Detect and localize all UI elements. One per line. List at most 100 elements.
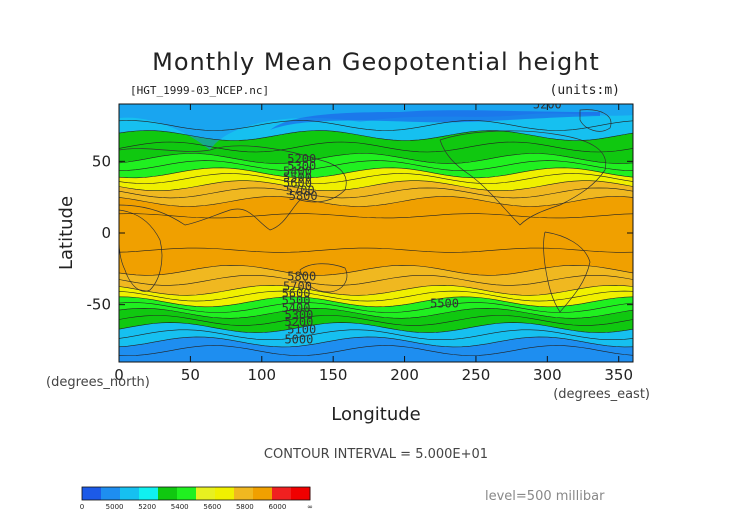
contour-line-6	[119, 284, 633, 296]
contour-line-21	[119, 315, 633, 326]
x-tick-label-5: 250	[462, 366, 491, 384]
contour-lines	[119, 120, 633, 356]
y-unit-label: (degrees_north)	[46, 375, 150, 390]
coastline-north-america	[439, 130, 607, 226]
y-axis-label: Latitude	[56, 196, 77, 270]
x-tick-label-6: 300	[533, 366, 562, 384]
colorbar-tick-label-5: 5800	[236, 503, 254, 511]
colorbar-tick-label-2: 5200	[138, 503, 156, 511]
y-tick-label-1: 0	[101, 224, 111, 242]
contour-line-13	[119, 160, 633, 171]
contour-label-3: 5400	[283, 165, 312, 179]
contour-interval-label: CONTOUR INTERVAL = 5.000E+01	[264, 447, 488, 462]
contour-line-22	[119, 329, 633, 340]
colorbar-swatch-6	[196, 487, 216, 500]
band-10	[119, 322, 633, 347]
contour-line-0	[119, 130, 633, 141]
chart-title: Monthly Mean Geopotential height	[152, 48, 600, 76]
contour-line-20	[119, 302, 633, 313]
x-axis-ticks: 0 50 100 150 200 250 300 350	[114, 104, 633, 384]
contour-label-13: 5300	[284, 308, 313, 322]
x-tick-label-3: 150	[319, 366, 348, 384]
band-4	[119, 180, 633, 207]
y-tick-label-0: 50	[92, 152, 111, 170]
band-9	[119, 308, 633, 333]
contour-line-23	[119, 345, 633, 356]
level-label: level=500 millibar	[485, 489, 605, 504]
contour-label-12: 5400	[282, 301, 311, 315]
contour-line-15	[119, 187, 633, 199]
colorbar-frame	[81, 486, 311, 501]
band-6	[119, 265, 633, 296]
x-tick-label-7: 350	[604, 366, 633, 384]
band-5	[119, 196, 633, 276]
contour-label-8: 5800	[287, 269, 316, 283]
contour-line-11	[119, 120, 633, 131]
band-1	[119, 130, 633, 164]
colorbar-swatch-5	[177, 487, 197, 500]
band-11	[119, 337, 633, 362]
color-bands	[119, 104, 633, 362]
color-scale-bar: 0 5000 5200 5400 5600 5800 6000 ∞	[80, 486, 313, 511]
x-tick-label-1: 50	[181, 366, 200, 384]
contour-line-12	[119, 141, 633, 153]
contour-label-17: 5500	[430, 297, 459, 311]
band-8	[119, 296, 633, 319]
contour-labels: 5200520053005400550056005700580058005700…	[282, 104, 562, 346]
contour-line-3	[119, 180, 633, 191]
contour-line-9	[119, 322, 633, 333]
colorbar-tick-label-6: 6000	[269, 503, 287, 511]
contour-line-19	[119, 290, 633, 302]
colorbar-swatch-2	[120, 487, 140, 500]
coastline-greenland	[579, 109, 612, 132]
contour-line-14	[119, 173, 633, 184]
contour-label-7: 5800	[289, 189, 318, 203]
contour-line-7	[119, 296, 633, 308]
y-tick-label-2: -50	[87, 296, 112, 314]
colorbar-swatch-11	[291, 487, 311, 500]
colorbar-tick-label-4: 5600	[203, 503, 221, 511]
contour-line-18	[119, 275, 633, 286]
coastline-africa	[119, 209, 163, 292]
contour-label-5: 5600	[283, 176, 312, 190]
plot-area: 5200520053005400550056005700580058005700…	[119, 104, 633, 362]
colorbar-swatch-3	[139, 487, 159, 500]
colorbar-tick-label-1: 5000	[106, 503, 124, 511]
contour-line-2	[119, 167, 633, 179]
file-label: [HGT_1999-03_NCEP.nc]	[130, 84, 269, 97]
contour-label-4: 5500	[283, 170, 312, 184]
contour-label-1: 5200	[287, 152, 316, 166]
band-7	[119, 285, 633, 307]
coastline-europe-asia	[119, 145, 347, 231]
coastline-south-america	[543, 231, 591, 313]
map-features	[119, 104, 633, 313]
contour-label-6: 5700	[286, 183, 315, 197]
contour-label-11: 5500	[282, 294, 311, 308]
contour-label-16: 5000	[284, 332, 313, 346]
polar-low-core	[270, 110, 600, 130]
y-axis-ticks: 50 0 -50	[87, 152, 633, 314]
contour-line-1	[119, 153, 633, 164]
colorbar-swatch-8	[234, 487, 254, 500]
band-3	[119, 167, 633, 191]
contour-label-2: 5300	[287, 159, 316, 173]
contour-label-9: 5700	[283, 279, 312, 293]
x-tick-label-0: 0	[114, 366, 124, 384]
contour-line-5	[119, 264, 633, 276]
contour-line-16	[119, 213, 633, 219]
contour-line-17	[119, 247, 633, 253]
x-axis-label: Longitude	[331, 404, 421, 425]
x-tick-label-2: 100	[247, 366, 276, 384]
contour-label-15: 5100	[287, 322, 316, 336]
units-label: (units:m)	[550, 83, 620, 98]
colorbar-swatch-1	[101, 487, 121, 500]
colorbar-swatch-4	[158, 487, 178, 500]
colorbar-tick-label-7: ∞	[307, 503, 313, 511]
band-2	[119, 153, 633, 178]
contour-line-10	[119, 336, 633, 348]
contour-label-14: 5200	[284, 315, 313, 329]
colorbar-swatch-0	[82, 487, 102, 500]
contour-line-4	[119, 196, 633, 207]
colorbar-swatch-7	[215, 487, 235, 500]
